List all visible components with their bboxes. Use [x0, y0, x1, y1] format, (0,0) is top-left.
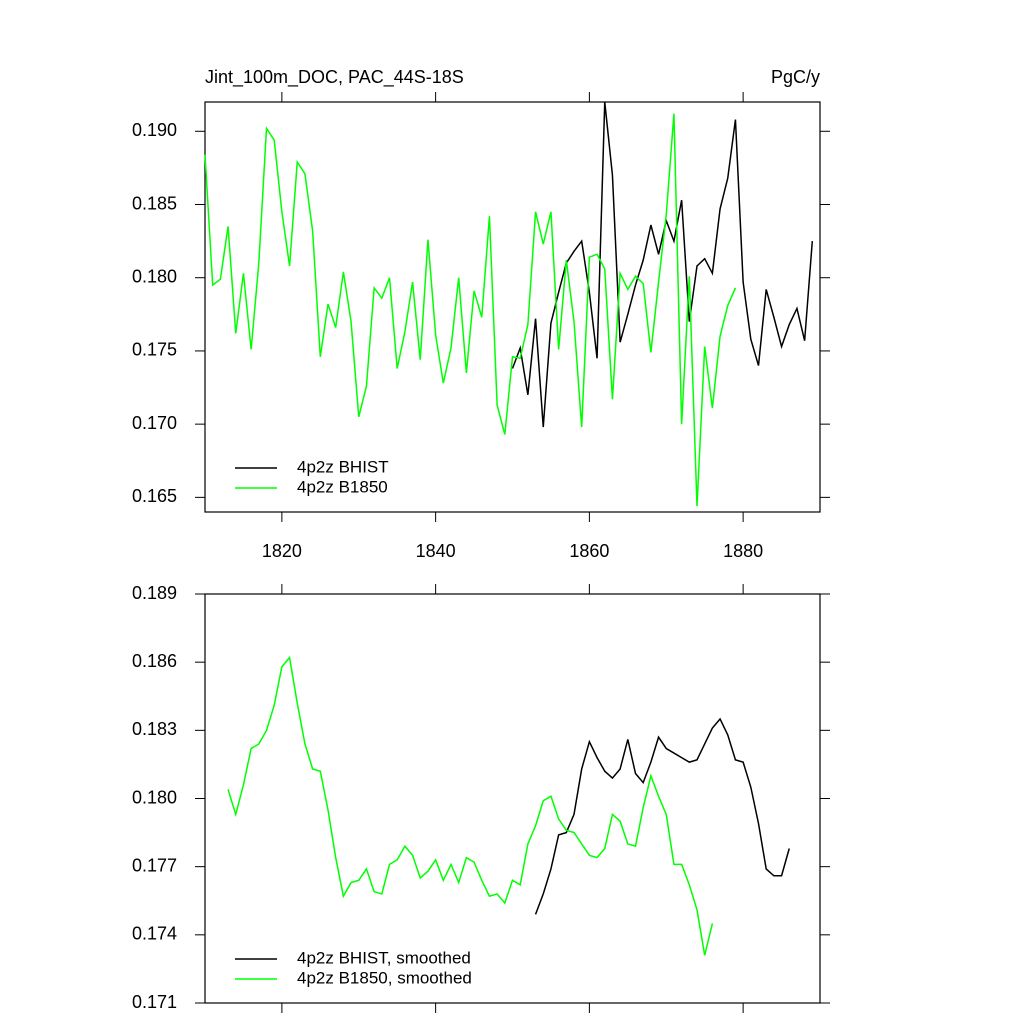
legend-label: 4p2z B1850, smoothed: [297, 968, 472, 987]
x-tick-label: 1820: [262, 541, 302, 561]
legend-label: 4p2z BHIST: [297, 457, 389, 476]
y-tick-label: 0.165: [132, 486, 177, 506]
plot-frame: [204, 101, 821, 513]
units-label: PgC/y: [771, 67, 820, 87]
x-tick-label: 1840: [416, 541, 456, 561]
plot-frame: [204, 593, 821, 1004]
y-tick-label: 0.180: [132, 266, 177, 286]
legend-label: 4p2z BHIST, smoothed: [297, 948, 471, 967]
y-tick-label: 0.170: [132, 413, 177, 433]
y-tick-label: 0.171: [132, 992, 177, 1012]
x-tick-label: 1880: [723, 541, 763, 561]
legend-label: 4p2z B1850: [297, 477, 388, 496]
y-tick-label: 0.190: [132, 120, 177, 140]
y-tick-label: 0.174: [132, 924, 177, 944]
y-tick-label: 0.186: [132, 651, 177, 671]
data-line: [534, 717, 790, 915]
y-tick-label: 0.185: [132, 193, 177, 213]
data-line: [511, 101, 814, 428]
x-tick-label: 1860: [569, 541, 609, 561]
data-line: [227, 655, 714, 956]
data-line: [204, 113, 737, 507]
y-tick-label: 0.180: [132, 787, 177, 807]
y-tick-label: 0.183: [132, 719, 177, 739]
y-tick-label: 0.177: [132, 855, 177, 875]
y-tick-label: 0.175: [132, 340, 177, 360]
y-tick-label: 0.189: [132, 583, 177, 603]
chart-title: Jint_100m_DOC, PAC_44S-18S: [205, 67, 464, 88]
